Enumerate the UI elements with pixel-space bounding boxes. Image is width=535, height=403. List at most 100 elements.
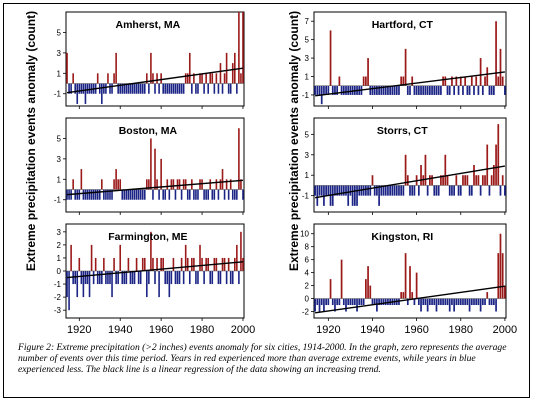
- bar-1974: [446, 85, 449, 95]
- bar-2000: [242, 12, 244, 84]
- bar-1926: [340, 259, 343, 299]
- bar-1931: [101, 83, 103, 104]
- bar-1931: [101, 179, 103, 190]
- x-tick-label: 1980: [190, 324, 214, 336]
- bar-1973: [186, 257, 189, 271]
- bar-1987: [475, 76, 478, 86]
- chart-title: Farmington, ME: [108, 231, 187, 243]
- bar-1940: [371, 175, 374, 186]
- bar-1978: [197, 83, 199, 94]
- bar-1926: [340, 185, 343, 196]
- bar-1929: [96, 73, 99, 84]
- bar-1995: [231, 189, 234, 200]
- bar-1969: [178, 83, 181, 94]
- bar-1919: [325, 85, 327, 95]
- bar-1969: [178, 179, 181, 190]
- bar-1960: [415, 85, 418, 95]
- bar-1930: [349, 185, 352, 196]
- bar-1980: [201, 73, 203, 84]
- bar-1956: [406, 298, 409, 306]
- bar-1961: [417, 298, 420, 306]
- y-tick-label: 3: [57, 49, 62, 58]
- bar-1960: [160, 73, 162, 84]
- trend-line: [66, 179, 244, 196]
- bar-1916: [70, 244, 72, 271]
- bar-1953: [146, 179, 148, 190]
- bar-1945: [382, 85, 385, 95]
- bar-1949: [391, 185, 394, 196]
- bar-1991: [223, 73, 226, 84]
- bar-1977: [453, 85, 455, 95]
- bar-1946: [131, 83, 134, 94]
- bar-1960: [160, 158, 162, 190]
- bar-1921: [80, 83, 83, 94]
- bar-1978: [197, 271, 199, 285]
- bar-1936: [362, 185, 365, 196]
- bar-1962: [420, 165, 422, 186]
- y-tick-label: -1: [302, 192, 310, 201]
- bar-1962: [420, 85, 422, 95]
- bar-1939: [369, 85, 372, 95]
- bar-1947: [133, 83, 136, 94]
- y-tick-label: 1: [57, 175, 62, 184]
- bar-1964: [168, 271, 171, 298]
- bar-1936: [362, 298, 365, 306]
- bar-1948: [389, 85, 391, 95]
- y-axis-label-left: Extreme precipitation events anomaly (co…: [24, 10, 38, 271]
- bar-1954: [402, 76, 405, 86]
- chart-amherst-ma: -1 1 3 5 Amherst, MA: [54, 11, 245, 109]
- y-tick-label: -3: [54, 306, 62, 315]
- bar-1962: [164, 83, 167, 94]
- bar-1999: [501, 253, 504, 299]
- y-tick-label: 1: [57, 69, 62, 78]
- bar-1944: [380, 85, 383, 95]
- bar-1987: [215, 179, 218, 190]
- bar-1922: [82, 271, 85, 298]
- bar-1987: [215, 73, 218, 84]
- bar-1992: [225, 179, 228, 190]
- bar-1982: [205, 73, 207, 84]
- bar-1966: [429, 85, 431, 95]
- bar-2000: [242, 189, 244, 200]
- bar-1948: [389, 185, 391, 196]
- chart-title: Hartford, CT: [372, 19, 434, 31]
- y-axis-label-right: Extreme precipitation events anomaly (co…: [287, 10, 301, 271]
- chart-title: Storrs, CT: [377, 125, 428, 137]
- bar-1949: [137, 189, 140, 200]
- bar-1948: [135, 257, 138, 271]
- bar-1975: [191, 257, 193, 271]
- bar-1944: [380, 185, 383, 196]
- chart-boston-ma: -1 1 3 5 Boston, MA: [54, 117, 245, 215]
- bar-1920: [327, 185, 330, 196]
- bar-1941: [121, 189, 124, 200]
- y-tick-label: 3: [305, 151, 310, 160]
- bar-1953: [400, 76, 403, 86]
- bar-1968: [433, 185, 436, 196]
- bar-1958: [411, 185, 414, 196]
- bar-1976: [451, 298, 453, 306]
- bar-1950: [393, 185, 396, 196]
- bar-1985: [470, 76, 473, 86]
- bar-1957: [409, 266, 411, 299]
- bar-1984: [468, 85, 471, 95]
- bar-1929: [347, 85, 350, 95]
- bar-1995: [493, 85, 495, 95]
- bar-1951: [141, 83, 144, 94]
- bar-1962: [164, 189, 167, 200]
- bar-1942: [123, 189, 126, 200]
- bar-1945: [129, 271, 132, 285]
- bar-1925: [338, 185, 341, 196]
- bar-1979: [199, 244, 201, 271]
- bar-1967: [174, 83, 177, 94]
- bar-1997: [236, 83, 238, 94]
- bar-1949: [137, 83, 140, 94]
- bar-1952: [143, 257, 146, 271]
- x-tick-label: 1940: [360, 324, 384, 336]
- plot-border: [65, 11, 245, 107]
- bar-1945: [382, 185, 385, 196]
- bar-1967: [174, 189, 177, 200]
- bar-1975: [191, 83, 193, 94]
- bar-1941: [373, 85, 376, 95]
- bar-1990: [481, 85, 484, 95]
- bar-1966: [172, 179, 175, 190]
